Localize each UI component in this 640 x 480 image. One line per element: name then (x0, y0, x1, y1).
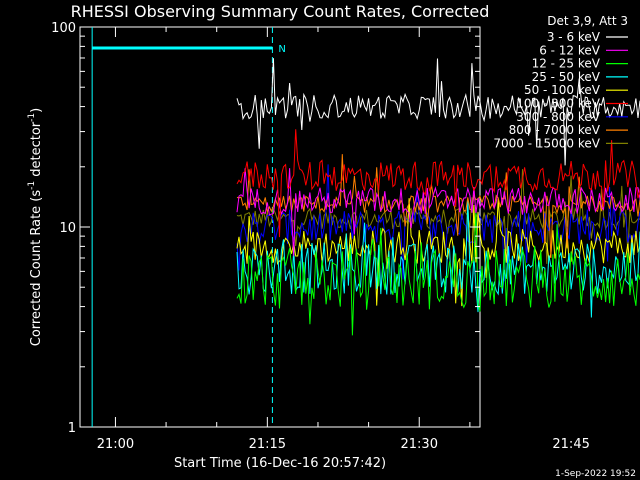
y-axis-label-sup1: -1 (27, 181, 37, 190)
legend-label: 6 - 12 keV (539, 43, 601, 57)
legend-label: 800 - 7000 keV (509, 123, 601, 137)
y-axis-label-part1: Corrected Count Rate (s (29, 190, 44, 347)
y-axis-label-part3: ) (29, 108, 44, 113)
y-axis-label-sup2: -1 (27, 113, 37, 122)
y-tick-label: 1 (68, 421, 76, 436)
series-line (236, 209, 640, 336)
series-line (236, 129, 640, 238)
y-tick-label: 100 (51, 21, 76, 36)
y-tick-label: 10 (59, 221, 76, 236)
series-line (236, 164, 640, 282)
chart-title: RHESSI Observing Summary Count Rates, Co… (71, 2, 490, 21)
plot-area: NS (91, 27, 640, 427)
x-tick-label: 21:45 (552, 437, 589, 452)
series-line (236, 198, 640, 307)
series-line (236, 58, 640, 166)
y-axis: 1 10 100 (51, 21, 480, 436)
x-tick-label: 21:15 (249, 437, 286, 452)
legend-label: 7000 - 15000 keV (493, 136, 600, 150)
y-axis-label-part2: detector (29, 121, 44, 181)
footer-timestamp: 1-Sep-2022 19:52 (555, 469, 636, 479)
series-line (236, 199, 640, 318)
x-tick-label: 21:30 (401, 437, 438, 452)
legend-label: 12 - 25 keV (532, 57, 601, 71)
legend-label: 50 - 100 keV (524, 83, 601, 97)
series-line (236, 168, 640, 257)
y-axis-label: Corrected Count Rate (s-1 detector-1) (27, 108, 44, 346)
annotation-label: N (278, 44, 285, 55)
legend-label: 3 - 6 keV (547, 30, 601, 44)
legend-label: 25 - 50 keV (532, 70, 601, 84)
legend-label: 100 - 300 keV (516, 97, 600, 111)
x-tick-label: 21:00 (97, 437, 134, 452)
x-axis-label: Start Time (16-Dec-16 20:57:42) (174, 456, 386, 471)
legend-label: 300 - 800 keV (516, 110, 600, 124)
legend-header: Det 3,9, Att 3 (547, 14, 628, 28)
